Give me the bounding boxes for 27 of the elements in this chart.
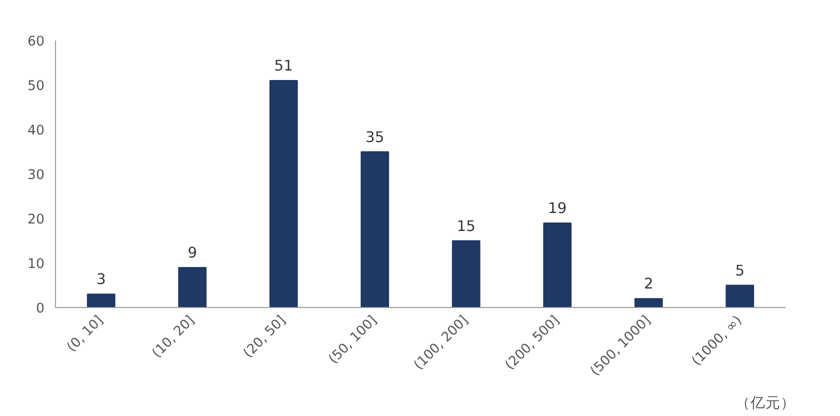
y-tick-label: 20 bbox=[28, 212, 45, 228]
y-tick-label: 40 bbox=[28, 124, 45, 138]
y-tick-label: 60 bbox=[28, 34, 45, 50]
data-label: 35 bbox=[366, 128, 384, 146]
y-tick-label: 10 bbox=[28, 257, 45, 272]
y-tick-label: 0 bbox=[36, 302, 45, 316]
data-label: 19 bbox=[548, 200, 567, 217]
data-label: 2 bbox=[644, 276, 654, 293]
bar bbox=[178, 266, 207, 308]
data-label: 9 bbox=[188, 244, 198, 262]
bar bbox=[452, 240, 480, 308]
bar bbox=[269, 80, 298, 308]
bar bbox=[634, 298, 663, 308]
data-label: 3 bbox=[96, 271, 106, 288]
data-label: 51 bbox=[274, 58, 293, 75]
x-tick-label: (20, 50] bbox=[240, 313, 289, 362]
text: （亿元） bbox=[736, 394, 796, 412]
data-label: 5 bbox=[735, 262, 745, 280]
bar bbox=[86, 294, 116, 308]
data-label: 15 bbox=[456, 218, 476, 235]
bar bbox=[726, 284, 754, 308]
x-tick-label: (10, 20] bbox=[150, 313, 198, 362]
bar bbox=[360, 151, 390, 308]
y-tick-label: 30 bbox=[28, 168, 45, 183]
bar bbox=[543, 222, 572, 308]
y-tick-label: 50 bbox=[28, 79, 45, 94]
x-tick-label: (0, 10] bbox=[64, 313, 106, 356]
